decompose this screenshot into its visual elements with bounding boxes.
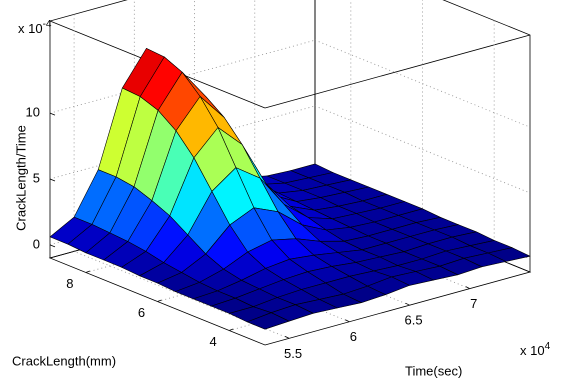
x-tick-label: 6.5 <box>405 313 423 328</box>
box-edge <box>264 34 531 109</box>
y-tick-label: 6 <box>138 305 145 320</box>
z-tick <box>49 178 56 182</box>
y-tick <box>229 328 234 331</box>
x-multiplier-exponent: 4 <box>545 341 551 352</box>
x-tick-label: 5.5 <box>284 346 302 361</box>
y-tick-label: 8 <box>66 276 73 291</box>
x-tick-label: 6 <box>350 329 357 344</box>
z-multiplier: x 10-4 <box>18 19 52 37</box>
z-multiplier-base: x 10 <box>18 21 43 36</box>
y-tick-label: 4 <box>210 334 217 349</box>
x-tick-label: 7 <box>470 296 477 311</box>
x-tick <box>345 319 350 323</box>
x-tick <box>284 336 290 339</box>
x-multiplier: x 104 <box>520 341 551 359</box>
x-tick <box>405 302 410 306</box>
z-multiplier-exponent: -4 <box>43 19 52 30</box>
z-tick <box>49 244 56 248</box>
z-tick-label: 10 <box>26 105 40 120</box>
y-tick <box>85 270 90 273</box>
y-axis-label: CrackLength(mm) <box>12 353 116 368</box>
z-axis-label: CrackLength/Time <box>13 125 28 231</box>
y-tick <box>157 299 162 302</box>
z-tick-label: 0 <box>33 236 40 251</box>
surface-patch <box>246 312 290 330</box>
z-tick <box>49 112 56 116</box>
x-tick <box>465 286 470 289</box>
x-multiplier-base: x 10 <box>520 343 545 358</box>
z-tick-label: 5 <box>33 170 40 185</box>
x-axis-label: Time(sec) <box>405 363 462 378</box>
